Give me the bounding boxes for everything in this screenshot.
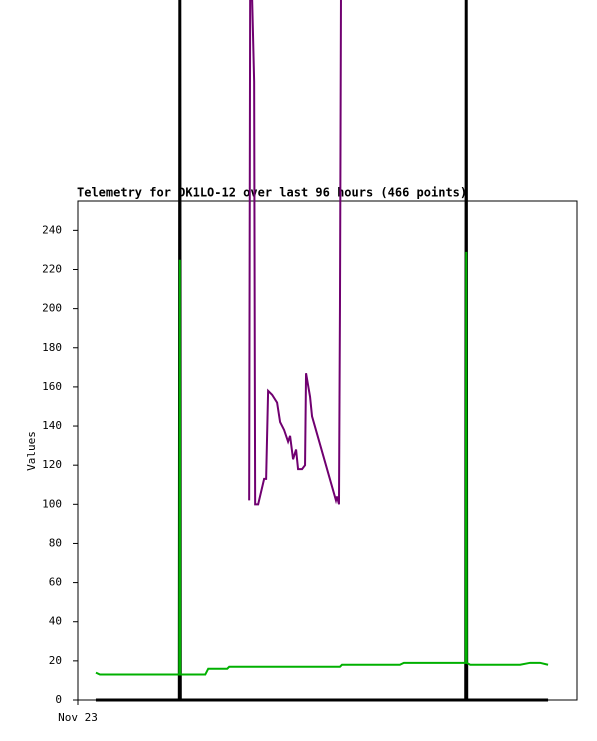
x-tick-label: Nov 23	[58, 711, 98, 724]
y-tick-label: 0	[55, 693, 62, 706]
chart-title: Telemetry for DK1LO-12 over last 96 hour…	[77, 186, 467, 200]
y-tick-label: 120	[42, 458, 62, 471]
y-tick-label: 160	[42, 380, 62, 393]
y-tick-label: 100	[42, 497, 62, 510]
series-line	[248, 0, 342, 506]
y-axis-label: Values	[25, 431, 38, 471]
y-tick-label: 40	[49, 615, 62, 628]
series-line	[95, 251, 549, 676]
y-tick-label: 140	[42, 419, 62, 432]
y-tick-label: 20	[49, 654, 62, 667]
y-tick-label: 220	[42, 262, 62, 275]
y-tick-label: 240	[42, 223, 62, 236]
y-tick-label: 80	[49, 536, 62, 549]
series-line	[95, 0, 549, 702]
y-tick-label: 200	[42, 302, 62, 315]
plot-frame	[77, 200, 578, 701]
y-tick-label: 60	[49, 576, 62, 589]
y-tick-label: 180	[42, 341, 62, 354]
